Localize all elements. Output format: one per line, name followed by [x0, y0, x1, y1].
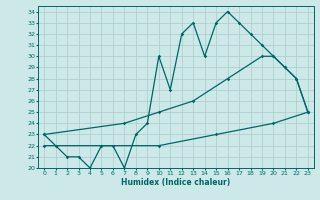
- X-axis label: Humidex (Indice chaleur): Humidex (Indice chaleur): [121, 178, 231, 187]
